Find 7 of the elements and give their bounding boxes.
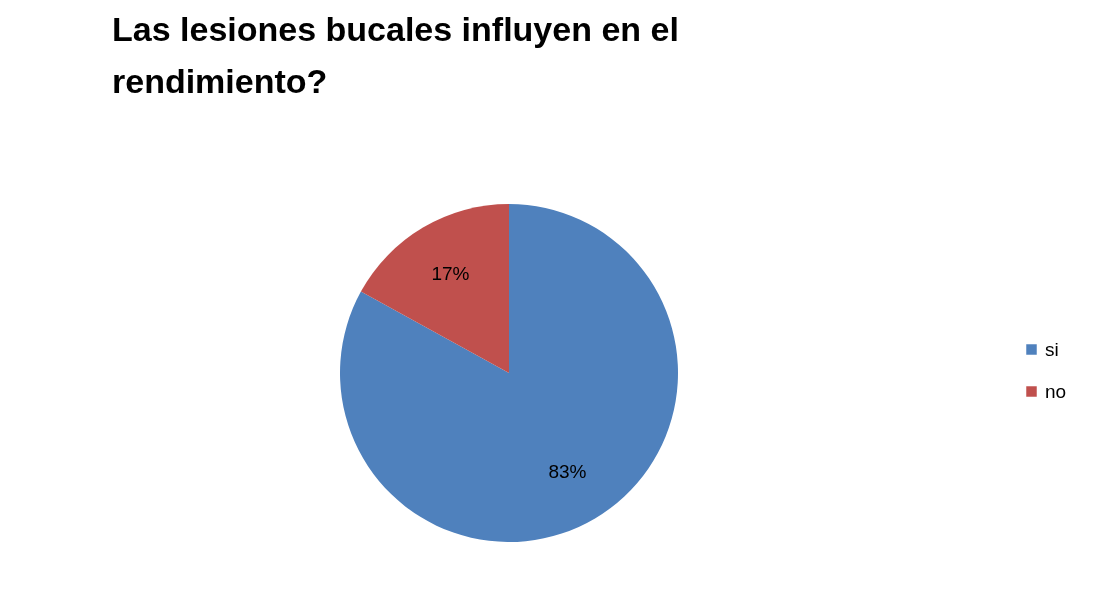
chart-title: Las lesiones bucales influyen en el rendimiento? [112,10,679,100]
data-label: 83% [548,460,587,482]
legend-label: no [1045,380,1067,402]
pie-slice [340,204,678,542]
legend-label: si [1045,338,1059,360]
pie-slice [360,204,509,373]
data-label: 17% [431,263,470,285]
